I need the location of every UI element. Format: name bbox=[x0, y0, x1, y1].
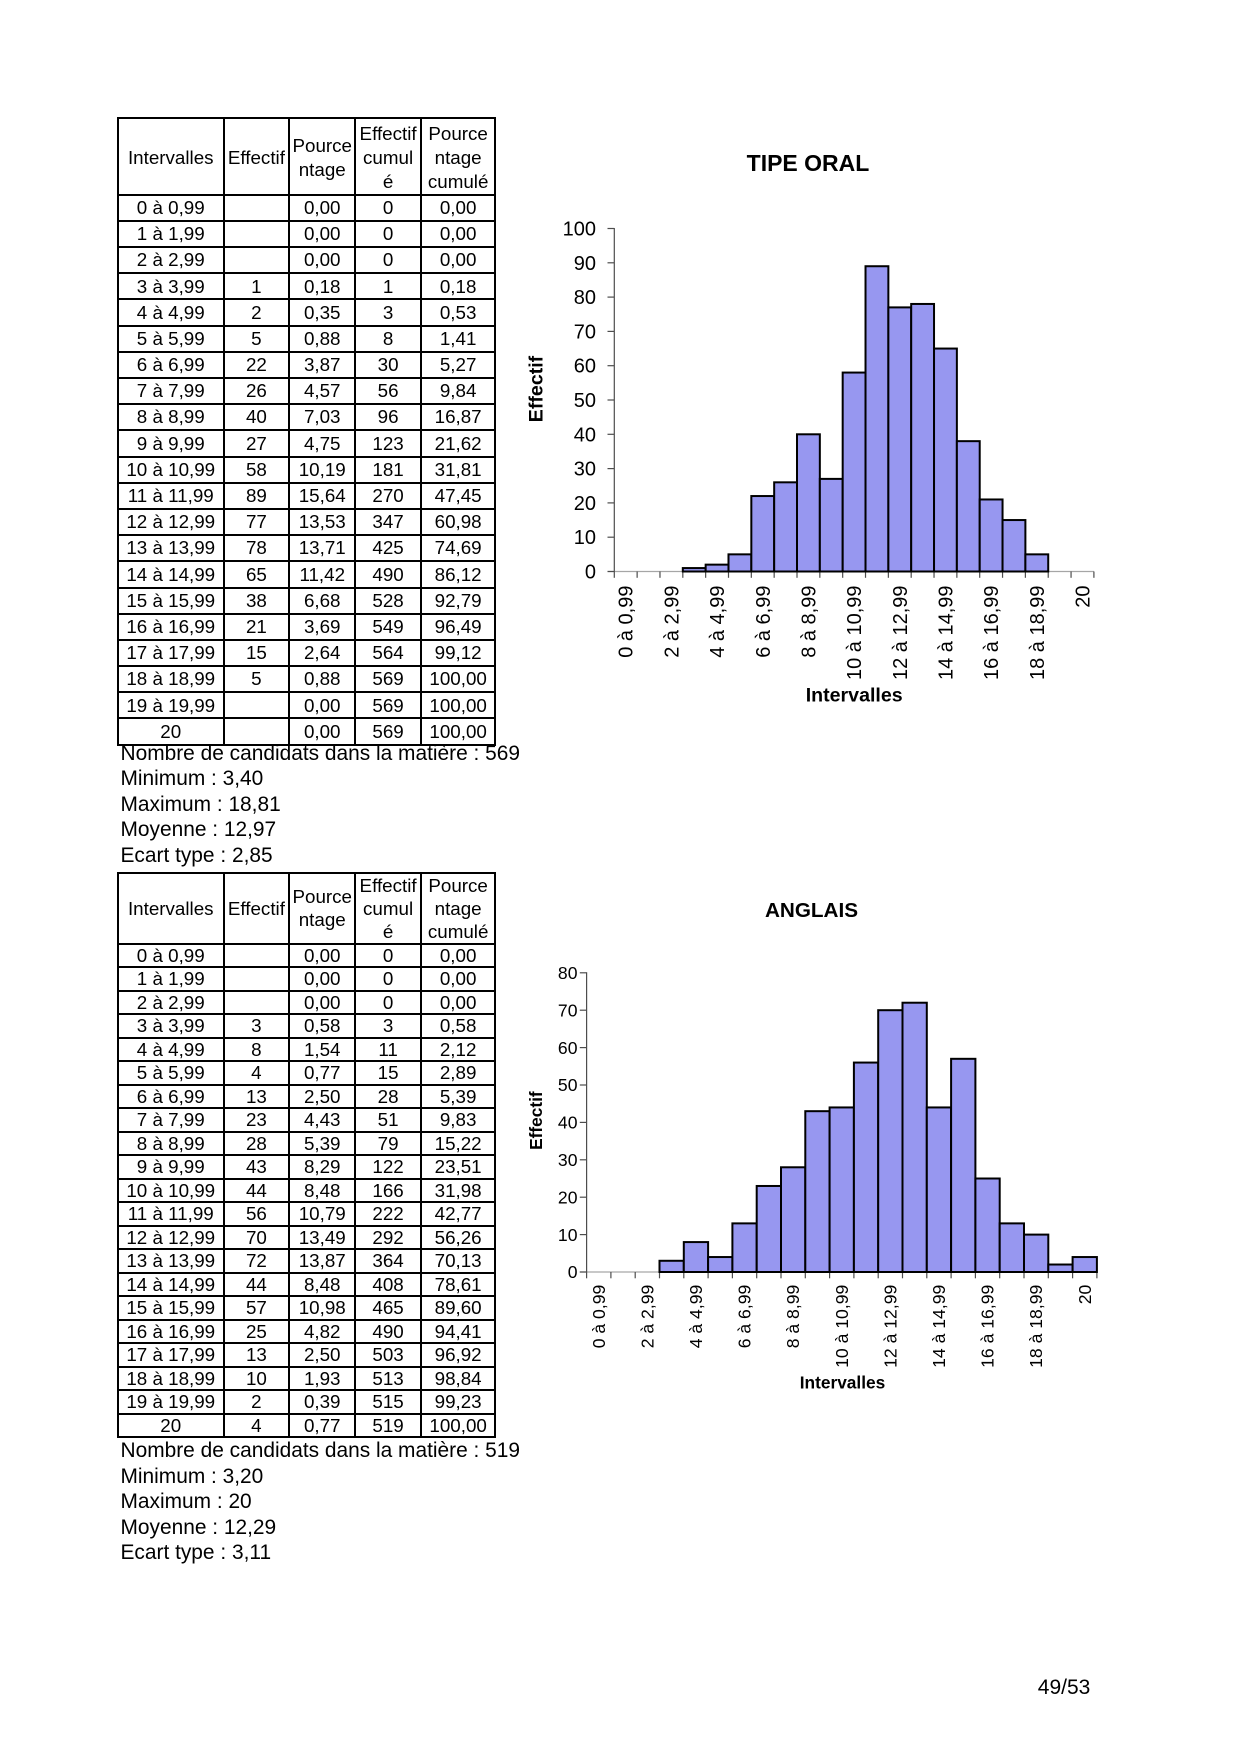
svg-text:TIPE ORAL: TIPE ORAL bbox=[747, 150, 870, 176]
svg-text:2 à 2,99: 2 à 2,99 bbox=[637, 1285, 657, 1349]
svg-text:30: 30 bbox=[558, 1150, 578, 1170]
svg-text:0 à 0,99: 0 à 0,99 bbox=[616, 586, 638, 658]
svg-text:2 à 2,99: 2 à 2,99 bbox=[661, 586, 683, 658]
svg-text:0: 0 bbox=[568, 1262, 578, 1282]
svg-text:70: 70 bbox=[574, 321, 596, 343]
svg-text:60: 60 bbox=[558, 1038, 578, 1058]
svg-text:10 à 10,99: 10 à 10,99 bbox=[832, 1285, 852, 1368]
svg-text:Intervalles: Intervalles bbox=[806, 685, 903, 707]
svg-text:4 à 4,99: 4 à 4,99 bbox=[707, 586, 729, 658]
svg-text:Effectif: Effectif bbox=[526, 1091, 546, 1150]
svg-text:ANGLAIS: ANGLAIS bbox=[765, 899, 858, 922]
svg-text:0: 0 bbox=[585, 562, 596, 584]
svg-text:16 à 16,99: 16 à 16,99 bbox=[978, 1285, 998, 1368]
svg-text:20: 20 bbox=[1075, 1284, 1095, 1304]
svg-text:10: 10 bbox=[574, 527, 596, 549]
svg-text:18 à 18,99: 18 à 18,99 bbox=[1027, 586, 1049, 681]
svg-text:16 à 16,99: 16 à 16,99 bbox=[981, 586, 1003, 681]
svg-text:30: 30 bbox=[574, 459, 596, 481]
svg-text:10: 10 bbox=[558, 1225, 578, 1245]
svg-text:60: 60 bbox=[574, 356, 596, 378]
svg-text:20: 20 bbox=[574, 493, 596, 515]
svg-text:20: 20 bbox=[558, 1187, 578, 1207]
svg-text:8 à 8,99: 8 à 8,99 bbox=[798, 586, 820, 658]
svg-text:14 à 14,99: 14 à 14,99 bbox=[929, 1285, 949, 1368]
svg-text:80: 80 bbox=[558, 963, 578, 983]
svg-text:50: 50 bbox=[558, 1075, 578, 1095]
svg-text:10 à 10,99: 10 à 10,99 bbox=[844, 586, 866, 681]
svg-text:4 à 4,99: 4 à 4,99 bbox=[686, 1285, 706, 1349]
svg-text:12 à 12,99: 12 à 12,99 bbox=[880, 1285, 900, 1368]
svg-text:18 à 18,99: 18 à 18,99 bbox=[1026, 1285, 1046, 1368]
svg-text:6 à 6,99: 6 à 6,99 bbox=[735, 1285, 755, 1349]
svg-text:Intervalles: Intervalles bbox=[800, 1373, 886, 1393]
svg-text:20: 20 bbox=[1072, 586, 1094, 608]
svg-text:0 à 0,99: 0 à 0,99 bbox=[589, 1285, 609, 1349]
svg-text:100: 100 bbox=[563, 219, 596, 241]
svg-text:40: 40 bbox=[558, 1113, 578, 1133]
svg-text:12 à 12,99: 12 à 12,99 bbox=[890, 586, 912, 681]
svg-text:Effectif: Effectif bbox=[526, 355, 548, 422]
svg-text:14 à 14,99: 14 à 14,99 bbox=[935, 586, 957, 681]
svg-text:80: 80 bbox=[574, 287, 596, 309]
svg-text:70: 70 bbox=[558, 1000, 578, 1020]
svg-text:50: 50 bbox=[574, 390, 596, 412]
svg-text:40: 40 bbox=[574, 424, 596, 446]
svg-text:6 à 6,99: 6 à 6,99 bbox=[753, 586, 775, 658]
svg-text:90: 90 bbox=[574, 253, 596, 275]
svg-text:8 à 8,99: 8 à 8,99 bbox=[783, 1285, 803, 1349]
